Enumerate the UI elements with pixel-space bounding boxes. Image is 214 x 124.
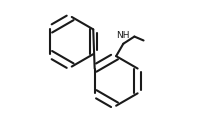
Text: NH: NH: [117, 31, 130, 40]
